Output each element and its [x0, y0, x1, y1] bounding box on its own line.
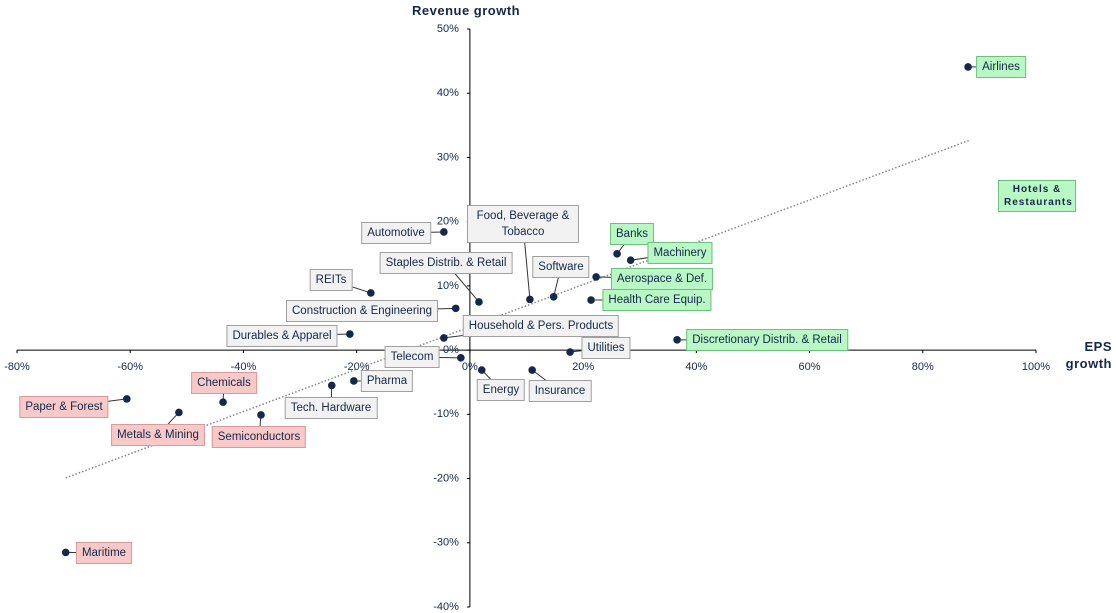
- y-tick-label: 30%: [437, 151, 459, 163]
- point: [613, 249, 621, 258]
- point-label: Aerospace & Def.: [610, 268, 714, 290]
- point: [123, 395, 131, 403]
- point: [587, 296, 595, 304]
- point: [457, 354, 465, 362]
- point: [440, 228, 448, 236]
- point: [327, 381, 336, 390]
- point: [350, 377, 358, 385]
- y-tick-label: -30%: [433, 537, 459, 549]
- point: [475, 298, 483, 306]
- point-label: Metals & Mining: [111, 424, 205, 446]
- x-tick-label: -40%: [231, 361, 257, 373]
- x-tick-label: 80%: [912, 361, 934, 373]
- y-tick-label: -10%: [433, 408, 459, 420]
- point-label: Telecom: [384, 346, 440, 368]
- point: [566, 348, 574, 356]
- point-label: Health Care Equip.: [602, 289, 712, 311]
- point-label: Household & Pers. Products: [462, 315, 620, 337]
- point: [257, 411, 265, 419]
- point-label: Utilities: [581, 337, 631, 359]
- point: [477, 366, 486, 374]
- point-label: Pharma: [360, 370, 414, 392]
- point: [549, 293, 558, 301]
- point-label: Banks: [610, 223, 654, 245]
- point-label: Paper & Forest: [19, 396, 109, 418]
- point: [367, 289, 375, 297]
- point-label: Semiconductors: [211, 426, 307, 448]
- y-tick-label: -20%: [433, 472, 459, 484]
- y-axis-title: Revenue growth: [412, 3, 521, 18]
- y-tick-label: 50%: [437, 23, 459, 35]
- point: [526, 295, 534, 304]
- point-label: Software: [532, 256, 590, 278]
- x-tick-label: -80%: [4, 361, 30, 373]
- point-label: Energy: [476, 379, 526, 401]
- point-label: Machinery: [647, 242, 713, 264]
- point-label: Tech. Hardware: [284, 397, 378, 419]
- x-tick-label: 0%: [462, 361, 478, 373]
- point: [592, 273, 600, 281]
- y-tick-label: 20%: [437, 216, 459, 228]
- point-label: Insurance: [528, 380, 592, 402]
- x-tick-label: 40%: [685, 361, 707, 373]
- point-label: Automotive: [361, 222, 431, 244]
- point: [528, 366, 536, 374]
- point-label: Maritime: [75, 542, 133, 564]
- point-label: REITs: [309, 269, 353, 291]
- x-tick-label: 20%: [572, 361, 594, 373]
- x-tick-label: 60%: [799, 361, 821, 373]
- point: [964, 63, 972, 71]
- point: [440, 334, 448, 342]
- point-label: Staples Distrib. & Retail: [379, 252, 513, 274]
- point-label: Durables & Apparel: [226, 325, 338, 347]
- point-label: Construction & Engineering: [286, 300, 438, 322]
- point: [219, 398, 227, 406]
- point: [626, 256, 635, 265]
- y-tick-label: 40%: [437, 87, 459, 99]
- point: [451, 304, 460, 313]
- point-label: Discretionary Distrib. & Retail: [686, 329, 848, 351]
- point-label: Food, Beverage & Tobacco: [467, 205, 579, 243]
- x-tick-label: -60%: [117, 361, 143, 373]
- x-axis-title: EPS growth: [1065, 339, 1112, 371]
- y-tick-label: -40%: [433, 601, 459, 613]
- point: [673, 336, 681, 344]
- point: [61, 548, 70, 557]
- y-tick-label: 10%: [437, 280, 459, 292]
- y-tick-label: 0%: [443, 344, 459, 356]
- point: [346, 330, 354, 338]
- x-tick-label: 100%: [1022, 361, 1050, 373]
- point-label: Hotels & Restaurants: [998, 180, 1076, 212]
- point: [175, 408, 183, 417]
- point-label: Airlines: [976, 56, 1026, 78]
- point-label: Chemicals: [191, 372, 257, 394]
